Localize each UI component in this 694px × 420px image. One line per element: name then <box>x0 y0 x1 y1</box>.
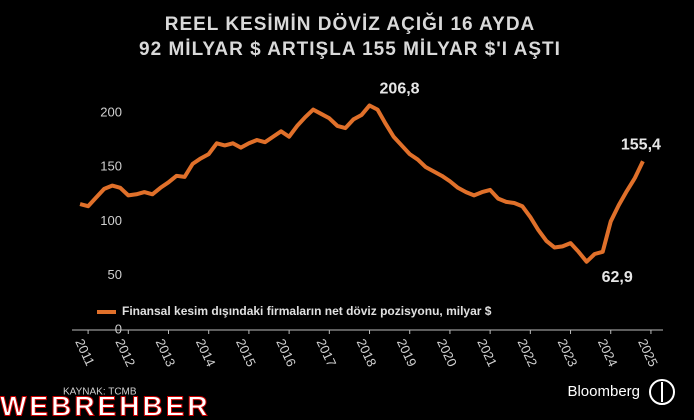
x-tick-label: 2025 <box>635 336 661 369</box>
data-label: 62,9 <box>602 269 633 286</box>
y-tick-label: 100 <box>100 213 122 228</box>
legend-label: Finansal kesim dışındaki firmaların net … <box>122 304 492 318</box>
x-tick-label: 2014 <box>193 336 219 369</box>
x-tick-label: 2017 <box>313 336 339 369</box>
watermark: WEBREHBER <box>0 390 211 420</box>
chart-subtitle: 92 MİLYAR $ ARTIŞLA 155 MİLYAR $'I AŞTI <box>139 39 561 60</box>
y-tick-label: 150 <box>100 159 122 174</box>
x-tick-label: 2015 <box>233 336 259 369</box>
chart-title: REEL KESİMİN DÖVİZ AÇIĞI 16 AYDA <box>165 13 536 35</box>
data-line <box>79 103 645 264</box>
y-tick-label: 0 <box>115 321 122 336</box>
x-tick-label: 2018 <box>354 336 380 369</box>
y-tick-label: 200 <box>100 104 122 119</box>
source: KAYNAK: TCMB <box>63 387 137 398</box>
y-tick-label: 50 <box>108 267 122 282</box>
x-tick-label: 2022 <box>514 336 540 369</box>
x-tick-label: 2021 <box>474 336 500 369</box>
x-tick-label: 2024 <box>595 336 621 369</box>
logo-icon <box>649 379 675 405</box>
x-tick-label: 2023 <box>555 336 581 369</box>
x-tick-label: 2011 <box>72 336 97 368</box>
x-tick-label: 2020 <box>434 336 460 369</box>
x-tick-label: 2013 <box>153 336 179 369</box>
data-label: 206,8 <box>380 81 420 98</box>
data-label: 155,4 <box>621 136 661 153</box>
x-tick-label: 2019 <box>394 336 420 369</box>
x-tick-label: 2016 <box>273 336 299 369</box>
logo-text: Bloomberg <box>567 383 640 400</box>
x-tick-label: 2012 <box>112 336 138 369</box>
